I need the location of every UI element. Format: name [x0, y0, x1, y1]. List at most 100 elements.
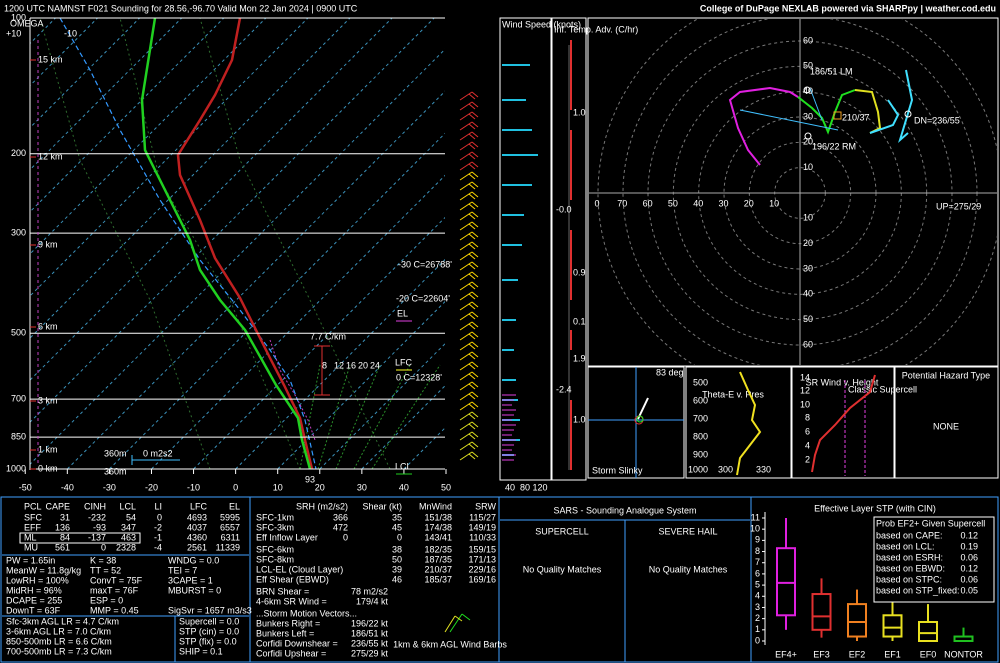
wind-barb [471, 241, 479, 248]
thermo-cell: EFF [24, 522, 42, 532]
wind-barb [471, 301, 479, 308]
panel-title: Potential Hazard Type [902, 370, 990, 380]
hodo-ring-label: 50 [803, 314, 813, 324]
omega-label: -10 [64, 28, 77, 38]
wind-barb [459, 441, 473, 451]
wind-barb [471, 201, 479, 208]
adv-value: 0.9 [573, 267, 586, 277]
sars-title: SARS - Sounding Analogue System [553, 505, 696, 515]
wind-barb [471, 361, 479, 368]
kin-label: Eff Inflow Layer [256, 532, 318, 542]
wind-barb [471, 261, 479, 268]
kin-cell: 186/51 kt [351, 628, 389, 638]
wind-barb [459, 131, 473, 141]
height-label: 15 km [38, 54, 63, 64]
sars-header: SEVERE HAIL [658, 526, 717, 536]
kin-cell: 143/41 [424, 532, 452, 542]
index-cell: 3CAPE = 1 [168, 575, 213, 585]
wind-barb [459, 271, 473, 281]
wind-barb [468, 143, 476, 150]
wind-barb [468, 103, 476, 110]
mixing-ratio-label: 20 [358, 360, 368, 370]
wind-barb [471, 181, 479, 188]
wind-barb [459, 231, 473, 241]
annotation: -30 C=26788' [398, 259, 452, 269]
theta-trace [736, 371, 762, 476]
thermo-cell: 84 [60, 532, 70, 542]
wind-barb [459, 171, 473, 181]
x-tick-label: EF3 [813, 649, 830, 659]
temp-tick-label: -50 [19, 482, 32, 492]
kin-label: SFC-6km [256, 544, 294, 554]
wind-barb [459, 371, 473, 381]
index-cell: TT = 52 [90, 565, 121, 575]
wind-barb [471, 401, 479, 408]
lapse-rate: 850-500mb LR = 6.6 C/km [6, 636, 112, 646]
sr-tick-label: 10 [800, 399, 810, 409]
wind-barb [459, 151, 473, 161]
thermo-cell: -137 [88, 532, 106, 542]
index-cell: ConvT = 75F [90, 575, 143, 585]
isotherm [66, 90, 445, 470]
x-tick-label: EF4+ [775, 649, 797, 659]
sr-tick-label: 2 [805, 454, 810, 464]
prob-label: based on ESRH: [876, 552, 943, 562]
hodo-ring-label: 10 [803, 213, 813, 223]
hodo-label: 196/22 RM [812, 141, 856, 151]
wind-barb [468, 213, 476, 220]
kin-cell: 275/29 kt [351, 648, 389, 658]
box [811, 593, 832, 631]
y-tick-label: 7 [755, 557, 760, 567]
kin-cell: 185/37 [424, 574, 452, 584]
wind-barb [471, 451, 479, 458]
annotation: -20 C=22604' [396, 293, 450, 303]
wind-barb [471, 381, 479, 388]
wind-barb [459, 361, 473, 371]
wind-barb [459, 91, 473, 101]
height-label: 3 km [38, 395, 58, 405]
sr-tick-label: 4 [805, 440, 810, 450]
isotherm [30, 18, 309, 297]
hodo-ring-label: 60 [803, 35, 813, 45]
wind-barb [459, 181, 473, 191]
wind-barb [471, 161, 479, 168]
annotation: 0 C=12328' [396, 372, 442, 382]
wind-barb [468, 393, 476, 400]
wind-barb [459, 341, 473, 351]
kin-label: 4-6km SR Wind = [256, 596, 327, 606]
hodo-x-label: 60 [643, 198, 653, 208]
kin-label: Corfidi Upshear = [256, 648, 326, 658]
height-label: 1 km [38, 444, 58, 454]
hodo-ring-label: 30 [803, 111, 813, 121]
theta-tick-label: 800 [693, 431, 708, 441]
wind-barb [468, 353, 476, 360]
thermo-cell: 5995 [220, 512, 240, 522]
wind-barb [468, 173, 476, 180]
wind-barb [459, 321, 473, 331]
thermo-header: CINH [84, 501, 106, 511]
thermo-cell: 136 [55, 522, 70, 532]
wind-barb [468, 293, 476, 300]
box [882, 614, 903, 638]
wind-barb [468, 243, 476, 250]
storm-marker [803, 86, 811, 94]
kin-label: SFC-1km [256, 512, 294, 522]
barb [454, 615, 463, 622]
lapse-rate: 3-6km AGL LR = 7.0 C/km [6, 626, 111, 636]
kin-header: SRH (m2/s2) [296, 501, 348, 511]
wind-barb [471, 211, 479, 218]
wind-barb [471, 311, 479, 318]
index-cell: DownT = 63F [6, 605, 61, 615]
temp-tick-label: -10 [187, 482, 200, 492]
adv-value: 0.1 [573, 316, 586, 326]
kin-cell: 174/38 [424, 522, 452, 532]
prob-title: Prob EF2+ Given Supercell [876, 518, 985, 528]
credit: College of DuPage NEXLAB powered via SHA… [700, 3, 996, 13]
wind-barb [459, 101, 473, 111]
isotherm [30, 18, 351, 339]
kin-cell: 110/33 [469, 532, 496, 542]
panel-border [551, 17, 587, 481]
prob-label: based on CAPE: [876, 530, 943, 540]
kin-cell: 171/13 [468, 554, 496, 564]
hodo-x-label: 0 [594, 198, 599, 208]
